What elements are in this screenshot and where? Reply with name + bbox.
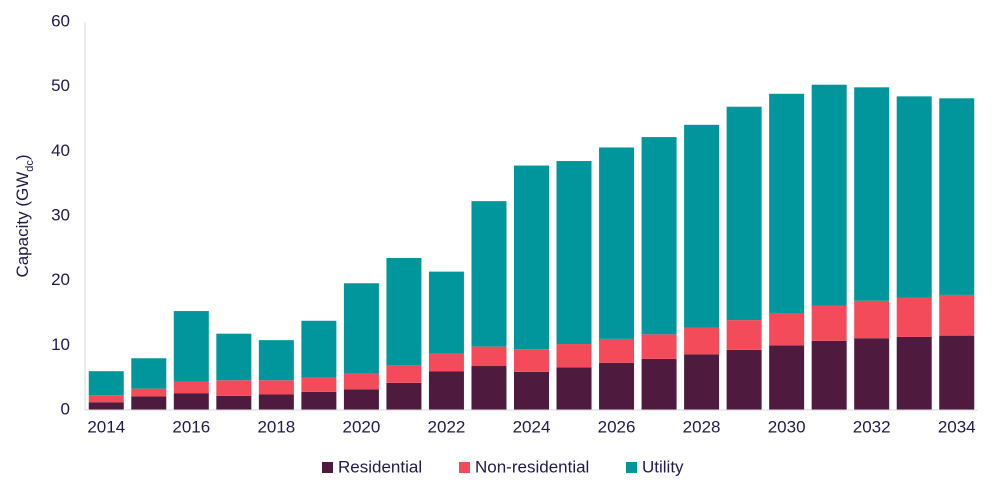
bar-segment: [88, 402, 124, 410]
bar-segment: [599, 362, 635, 410]
bar-segment: [258, 394, 294, 410]
bar-segment: [854, 87, 890, 301]
bar-segment: [684, 124, 720, 328]
y-tick-label: 50: [51, 76, 70, 95]
legend-swatch: [322, 462, 333, 473]
bar-segment: [88, 395, 124, 403]
bar-segment: [428, 353, 464, 372]
bar-segment: [854, 300, 890, 339]
bar-segment: [896, 297, 932, 337]
bar-segment: [769, 345, 805, 410]
bar-segment: [896, 96, 932, 298]
x-tick-label: 2024: [513, 417, 551, 436]
x-tick-label: 2022: [428, 417, 466, 436]
bar-segment: [216, 333, 252, 381]
bar-segment: [173, 381, 209, 394]
bar-segment: [769, 93, 805, 313]
x-tick-label: 2018: [257, 417, 295, 436]
bar-segment: [556, 344, 592, 368]
bar-segment: [428, 271, 464, 354]
bar-segment: [343, 373, 379, 390]
bar-segment: [939, 98, 975, 295]
bar-segment: [811, 305, 847, 341]
bar-segment: [88, 371, 124, 396]
y-tick-label: 30: [51, 205, 70, 224]
bar-segment: [854, 338, 890, 410]
bar-segment: [939, 294, 975, 336]
x-tick-label: 2030: [768, 417, 806, 436]
legend-swatch: [626, 462, 637, 473]
bar-segment: [471, 201, 507, 347]
bar-segment: [471, 346, 507, 367]
bar-segment: [386, 365, 422, 383]
y-axis-label-main: Capacity (GW: [13, 172, 32, 278]
bar-segment: [386, 258, 422, 366]
bar-segment: [301, 320, 337, 378]
bar-segment: [471, 366, 507, 410]
bar-segment: [556, 161, 592, 345]
legend-label: Residential: [338, 457, 422, 476]
y-axis-label-close: ): [13, 154, 32, 160]
bar-segment: [684, 327, 720, 355]
y-tick-label: 20: [51, 270, 70, 289]
bar-segment: [726, 349, 762, 410]
bar-segment: [514, 371, 549, 410]
bar-segment: [131, 388, 167, 397]
bar-segment: [641, 358, 677, 410]
y-tick-label: 10: [51, 335, 70, 354]
bar-segment: [726, 320, 762, 350]
x-tick-label: 2032: [853, 417, 891, 436]
x-tick-label: 2034: [938, 417, 976, 436]
bar-segment: [896, 336, 932, 410]
legend-label: Utility: [642, 457, 684, 476]
bar-segment: [428, 371, 464, 410]
legend-label: Non-residential: [475, 457, 589, 476]
y-tick-label: 0: [61, 399, 70, 418]
bar-segment: [684, 354, 720, 410]
bar-segment: [258, 380, 294, 395]
x-tick-label: 2026: [598, 417, 636, 436]
bar-segment: [258, 340, 294, 381]
bar-segment: [301, 377, 337, 392]
bar-segment: [556, 367, 592, 410]
bar-segment: [641, 137, 677, 335]
bar-segment: [811, 84, 847, 306]
x-tick-label: 2028: [683, 417, 721, 436]
bar-segment: [726, 106, 762, 321]
bar-segment: [514, 165, 549, 350]
bar-segment: [216, 395, 252, 410]
bar-segment: [811, 340, 847, 410]
y-tick-label: 60: [51, 11, 70, 30]
legend-swatch: [459, 462, 470, 473]
y-axis-label: Capacity (GWdc): [13, 154, 35, 277]
x-tick-label: 2020: [342, 417, 380, 436]
bar-segment: [641, 334, 677, 359]
bar-segment: [131, 358, 167, 389]
y-tick-label: 40: [51, 141, 70, 160]
bar-segment: [386, 382, 422, 410]
bar-segment: [769, 313, 805, 346]
bar-segment: [514, 349, 549, 372]
bar-segment: [173, 393, 209, 410]
bar-segment: [301, 391, 337, 410]
x-tick-label: 2014: [87, 417, 125, 436]
bar-segment: [131, 396, 167, 410]
bar-segment: [599, 147, 635, 339]
bar-segment: [173, 311, 209, 382]
y-axis-label-sub: dc: [24, 160, 36, 172]
x-tick-label: 2016: [172, 417, 210, 436]
bar-segment: [939, 335, 975, 410]
bar-segment: [343, 283, 379, 374]
bar-segment: [343, 389, 379, 410]
bar-segment: [599, 338, 635, 363]
bar-segment: [216, 380, 252, 396]
